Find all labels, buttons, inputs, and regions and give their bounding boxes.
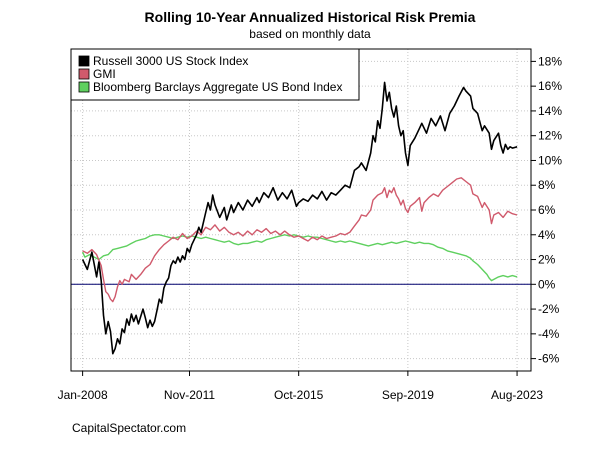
- chart-subtitle: based on monthly data: [249, 27, 371, 41]
- y-tick-label: 14%: [538, 104, 562, 118]
- x-axis: Jan-2008 Nov-2011 Oct-2015 Sep-2019 Aug-2023: [58, 371, 543, 402]
- series-layer: [81, 81, 518, 355]
- y-tick-label: 8%: [538, 178, 556, 192]
- chart-title: Rolling 10-Year Annualized Historical Ri…: [145, 9, 476, 25]
- legend: Russell 3000 US Stock IndexGMIBloomberg …: [70, 48, 360, 101]
- legend-label: GMI: [93, 67, 116, 81]
- y-tick-label: 6%: [538, 203, 556, 217]
- source-credit: CapitalSpectator.com: [72, 421, 186, 435]
- legend-box: [70, 48, 360, 101]
- y-tick-label: 12%: [538, 129, 562, 143]
- legend-label: Russell 3000 US Stock Index: [93, 54, 248, 68]
- series-line-1: [82, 177, 518, 303]
- series-line-2: [81, 234, 518, 282]
- x-tick-label: Aug-2023: [491, 388, 543, 402]
- y-tick-label: 18%: [538, 54, 562, 68]
- y-tick-label: 2%: [538, 253, 556, 267]
- x-tick-label: Jan-2008: [58, 388, 108, 402]
- legend-label: Bloomberg Barclays Aggregate US Bond Ind…: [93, 80, 342, 94]
- y-tick-label: -2%: [538, 302, 560, 316]
- x-tick-label: Oct-2015: [274, 388, 324, 402]
- y-tick-label: -6%: [538, 352, 560, 366]
- x-tick-label: Sep-2019: [382, 388, 434, 402]
- y-tick-label: -4%: [538, 327, 560, 341]
- y-tick-label: 0%: [538, 277, 556, 291]
- x-tick-label: Nov-2011: [164, 388, 215, 402]
- y-tick-label: 16%: [538, 79, 562, 93]
- y-tick-label: 4%: [538, 228, 556, 242]
- legend-swatch: [78, 55, 90, 67]
- y-tick-label: 10%: [538, 153, 562, 167]
- y-axis: -6% -4% -2% 0% 2% 4% 6% 8% 10% 12% 14% 16% 18%: [531, 54, 562, 366]
- series-line-0: [81, 81, 518, 355]
- legend-swatch: [78, 81, 90, 93]
- legend-swatch: [78, 68, 90, 80]
